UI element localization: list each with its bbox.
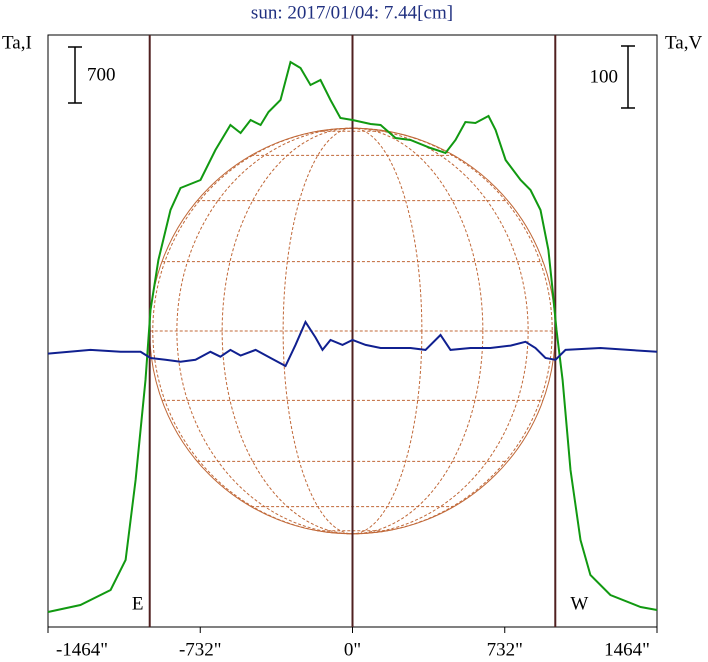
x-tick-label: 1464" — [604, 639, 650, 660]
limb-label: E — [132, 593, 144, 614]
scale-bar-label: 100 — [590, 66, 619, 87]
scale-bar-label: 700 — [87, 64, 116, 85]
x-tick-label: -732" — [179, 639, 222, 660]
limb-label: W — [570, 593, 588, 614]
scale-bar — [68, 46, 82, 104]
chart-title: sun: 2017/01/04: 7.44[cm] — [251, 2, 453, 23]
y2-axis-label: Ta,V — [665, 32, 702, 53]
series-line — [47, 60, 658, 613]
longitude-line — [221, 127, 484, 535]
x-tick-label: 732" — [487, 639, 523, 660]
scale-bar — [621, 45, 635, 109]
x-tick-label: 0" — [344, 639, 361, 660]
series-line — [47, 319, 658, 368]
y-axis-label: Ta,I — [2, 32, 32, 53]
x-tick-label: -1464" — [56, 639, 108, 660]
